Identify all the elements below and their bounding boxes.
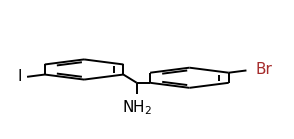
Text: I: I xyxy=(18,69,22,84)
Text: NH$_2$: NH$_2$ xyxy=(122,98,152,117)
Text: Br: Br xyxy=(256,62,273,77)
